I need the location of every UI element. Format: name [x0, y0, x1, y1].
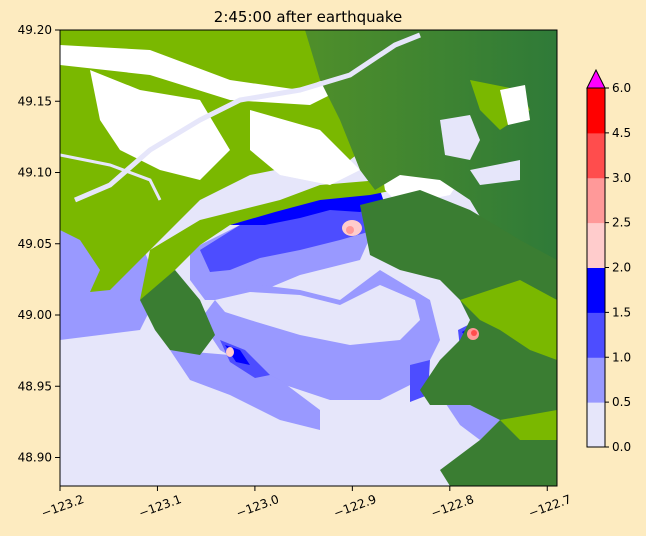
colorbar-label: 2.0	[612, 261, 631, 275]
wave-peak-sw	[226, 347, 234, 357]
land-urban-mid-east	[440, 115, 480, 160]
x-tick-label: −123.0	[234, 492, 281, 520]
x-axis: −123.2 −123.1 −123.0 −122.9 −122.8 −122.7	[39, 486, 573, 520]
sea-calm-bay	[215, 285, 420, 345]
land-lowland-east-edge	[460, 280, 557, 360]
colorbar-swatch	[587, 402, 605, 448]
colorbar-swatch	[587, 88, 605, 134]
colorbar-label: 6.0	[612, 81, 631, 95]
colorbar: 0.0 0.5 1.0 1.5 2.0 2.5 3.0 4.5 6.0	[586, 68, 631, 454]
colorbar-swatch	[587, 177, 605, 224]
wave-band-light-sw	[170, 350, 320, 430]
plot-frame	[59, 29, 558, 487]
colorbar-swatch	[587, 132, 605, 179]
river-fraser	[74, 32, 421, 203]
x-tick-label: −123.2	[39, 492, 86, 520]
x-tick-label: −122.7	[527, 492, 574, 520]
y-tick-label: 49.20	[18, 23, 52, 37]
colorbar-label: 4.5	[612, 126, 631, 140]
y-tick-label: 48.90	[18, 451, 52, 465]
y-tick-label: 49.05	[18, 237, 52, 251]
x-tick-label: −123.1	[137, 492, 184, 520]
colorbar-label: 3.0	[612, 171, 631, 185]
x-tick-label: −122.8	[429, 492, 476, 520]
colorbar-label: 1.0	[612, 350, 631, 364]
land-lowland-point-roberts	[140, 270, 215, 355]
colorbar-extend-arrow	[586, 68, 606, 89]
land-urban-north2	[250, 110, 360, 185]
x-tick-label: −122.9	[332, 492, 379, 520]
colorbar-swatch	[587, 267, 605, 313]
river-fraser-branch	[60, 153, 162, 201]
wave-peak-ring-core	[471, 330, 477, 336]
map-area	[60, 30, 557, 486]
land-lowland-strip	[140, 180, 395, 300]
land-urban-fraser	[60, 45, 400, 105]
y-axis: 48.90 48.95 49.00 49.05 49.10 49.15 49.20	[18, 23, 60, 465]
y-tick-label: 49.00	[18, 308, 52, 322]
chart-title: 2:45:00 after earthquake	[214, 8, 402, 26]
y-tick-label: 48.95	[18, 379, 52, 393]
colorbar-label: 1.5	[612, 305, 631, 319]
colorbar-label: 0.5	[612, 395, 631, 409]
wave-peak-bay-core	[346, 226, 354, 234]
colorbar-swatch	[587, 222, 605, 268]
colorbar-swatch	[587, 312, 605, 358]
y-tick-label: 49.15	[18, 94, 52, 108]
land-upland-east	[360, 190, 557, 486]
land-urban-north	[90, 70, 230, 180]
colorbar-swatch	[587, 357, 605, 403]
colorbar-label: 2.5	[612, 216, 631, 230]
colorbar-label: 0.0	[612, 440, 631, 454]
land-dry-east-inlet	[470, 160, 520, 185]
y-tick-label: 49.10	[18, 166, 52, 180]
wave-band-medium-bay	[200, 192, 385, 272]
land-lowland-se-edge	[500, 410, 557, 440]
land-urban-ne-pocket	[500, 85, 530, 125]
